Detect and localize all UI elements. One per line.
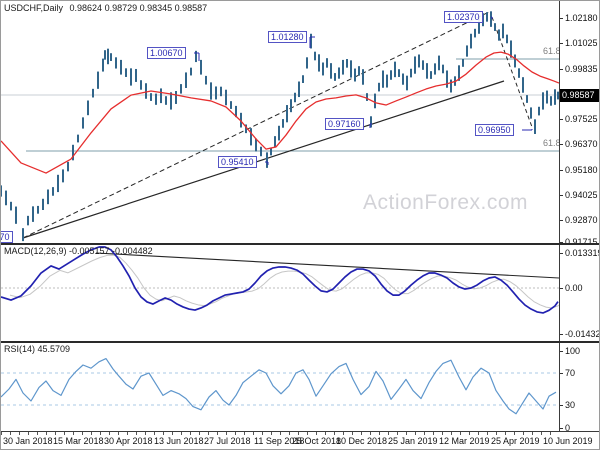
axis-tick bbox=[560, 144, 563, 145]
axis-tick bbox=[560, 69, 563, 70]
price-chart-canvas bbox=[1, 11, 559, 242]
axis-tick bbox=[560, 43, 563, 44]
axis-tick bbox=[560, 220, 563, 221]
swing-price-label: 0.95410 bbox=[218, 156, 257, 168]
fib-61.8-label: 61.8 bbox=[543, 138, 559, 148]
date-label: 25 Oct 2018 bbox=[292, 436, 342, 446]
rsi-label: RSI(14) 45.5709 bbox=[4, 344, 71, 354]
price-axis-label: 0.91715 bbox=[565, 237, 598, 247]
rsi-canvas bbox=[1, 358, 559, 415]
price-axis-label: 0.95180 bbox=[565, 165, 598, 175]
date-label: 30 Apr 2018 bbox=[104, 436, 153, 446]
macd-axis-label: 0.00 bbox=[565, 283, 583, 293]
price-axis-label: 0.99835 bbox=[565, 64, 598, 74]
axis-tick bbox=[560, 18, 563, 19]
price-panel[interactable]: USDCHF,Daily 0.98624 0.98729 0.98345 0.9… bbox=[1, 1, 559, 243]
rsi-axis-label: 30 bbox=[565, 400, 576, 410]
ohlc-values: 0.98624 0.98729 0.98345 0.98587 bbox=[69, 3, 208, 13]
macd-axis-label: 0.013319 bbox=[565, 248, 600, 258]
date-label: 25 Apr 2019 bbox=[491, 436, 540, 446]
date-label: 12 Mar 2019 bbox=[439, 436, 490, 446]
date-label: 15 Mar 2018 bbox=[53, 436, 104, 446]
price-axis-label: 0.97525 bbox=[565, 114, 598, 124]
time-axis[interactable]: 30 Jan 2018 15 Mar 2018 30 Apr 2018 13 Jun … bbox=[1, 431, 599, 449]
date-label: 10 Jun 2019 bbox=[543, 436, 593, 446]
swing-price-label: 1.02370 bbox=[444, 11, 483, 23]
macd-axis-label: -0.014323 bbox=[565, 329, 599, 339]
panel-splitter-rsi[interactable] bbox=[1, 341, 599, 343]
macd-panel[interactable]: MACD(12,26,9) -0.005157 -0.004482 bbox=[1, 245, 559, 341]
price-axis[interactable]: 1.02180 1.01025 0.99835 0.97525 0.96370 0.951… bbox=[559, 1, 600, 433]
date-label: 13 Jun 2018 bbox=[154, 436, 204, 446]
price-axis-label: 1.01025 bbox=[565, 38, 598, 48]
price-axis-label: 1.02180 bbox=[565, 13, 598, 23]
date-label: 10 Dec 2018 bbox=[336, 436, 388, 446]
axis-tick bbox=[560, 242, 563, 243]
rsi-axis-label: 0 bbox=[565, 423, 571, 433]
price-axis-label: 0.92870 bbox=[565, 215, 598, 225]
axis-tick bbox=[560, 288, 563, 289]
panel-splitter-macd[interactable] bbox=[1, 243, 599, 245]
chart-title: USDCHF,Daily 0.98624 0.98729 0.98345 0.9… bbox=[4, 3, 211, 13]
axis-tick bbox=[560, 170, 563, 171]
swing-price-label: 1.01280 bbox=[268, 31, 307, 43]
price-axis-label: 0.96370 bbox=[565, 139, 598, 149]
swing-price-label: 0.91870 bbox=[1, 231, 13, 243]
axis-tick bbox=[560, 253, 563, 254]
axis-tick bbox=[560, 334, 563, 335]
axis-tick bbox=[560, 119, 563, 120]
macd-label: MACD(12,26,9) -0.005157 -0.004482 bbox=[4, 246, 153, 256]
axis-tick bbox=[560, 405, 563, 406]
axis-tick bbox=[560, 195, 563, 196]
date-label: 27 Jul 2018 bbox=[204, 436, 251, 446]
axis-tick bbox=[560, 351, 563, 352]
swing-price-label: 0.97160 bbox=[325, 118, 364, 130]
time-axis-ticks bbox=[1, 432, 559, 435]
symbol-timeframe: USDCHF,Daily bbox=[4, 3, 64, 13]
fib-61.8-label: 61.8 bbox=[543, 46, 559, 56]
price-axis-label: 0.94025 bbox=[565, 190, 598, 200]
macd-canvas bbox=[1, 246, 559, 314]
current-price-tag: 0.98587 bbox=[560, 89, 599, 102]
axis-tick bbox=[560, 428, 563, 429]
watermark: ActionForex.com bbox=[363, 191, 529, 214]
swing-price-label: 0.96950 bbox=[475, 124, 514, 136]
rsi-axis-label: 100 bbox=[565, 346, 581, 356]
axis-tick bbox=[560, 373, 563, 374]
rsi-panel[interactable]: RSI(14) 45.5709 bbox=[1, 343, 559, 430]
date-label: 11 Sep 2018 bbox=[254, 436, 305, 446]
swing-price-label: 1.00670 bbox=[147, 47, 186, 59]
rsi-axis-label: 70 bbox=[565, 368, 576, 378]
date-label: 25 Jan 2019 bbox=[388, 436, 438, 446]
date-label: 30 Jan 2018 bbox=[3, 436, 53, 446]
